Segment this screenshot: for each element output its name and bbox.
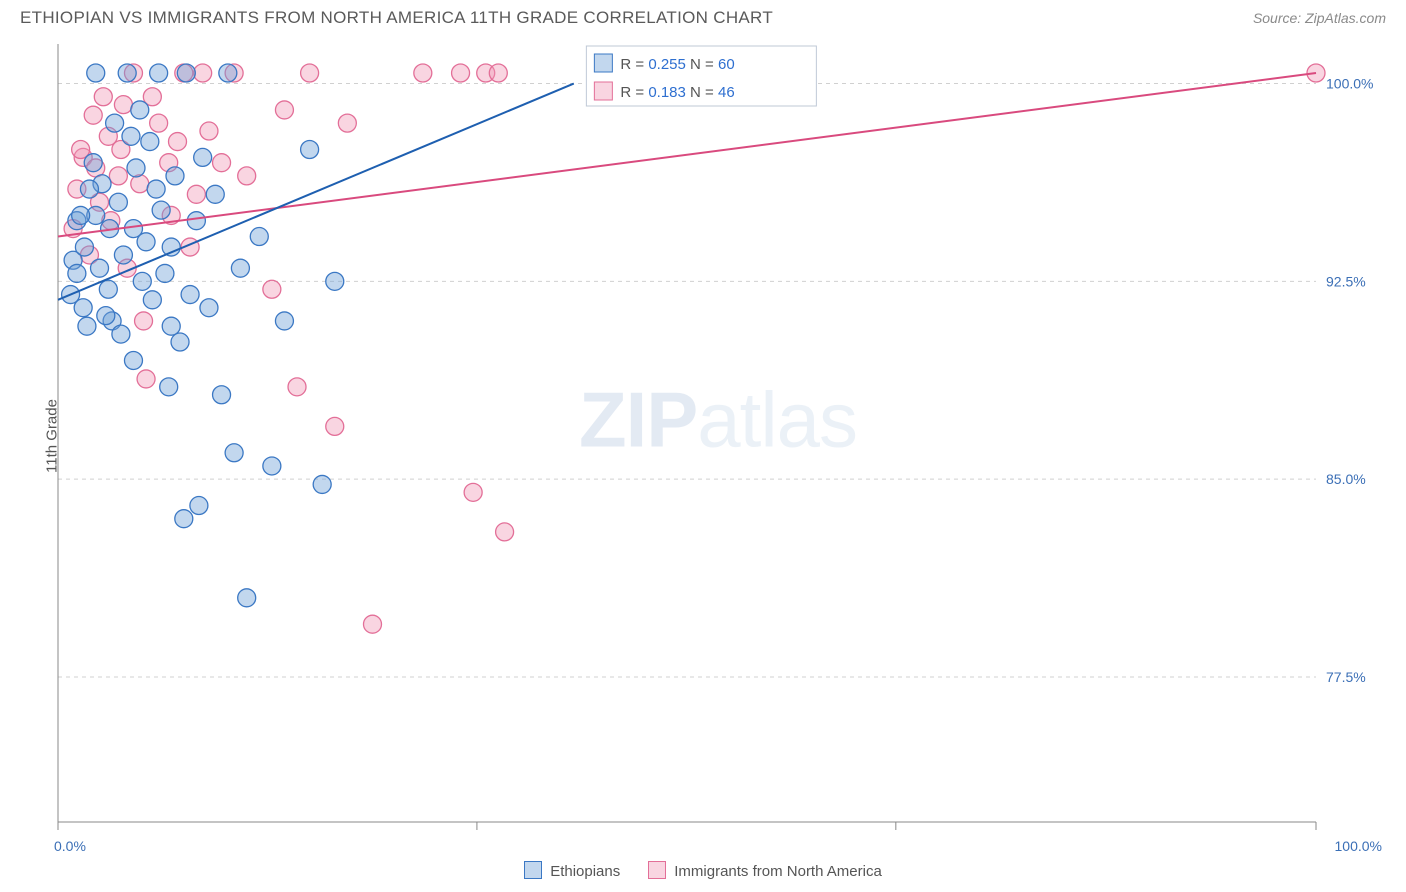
x-tick-max: 100.0% bbox=[1335, 838, 1382, 854]
y-axis-label: 11th Grade bbox=[43, 399, 60, 473]
svg-text:85.0%: 85.0% bbox=[1326, 471, 1366, 487]
legend-swatch-pink bbox=[648, 861, 666, 879]
scatter-chart: 77.5% 85.0% 92.5% 100.0% R = 0.255 N = 60 R =… bbox=[50, 40, 1386, 832]
chart-title: ETHIOPIAN VS IMMIGRANTS FROM NORTH AMERI… bbox=[20, 8, 773, 28]
svg-text:R = 0.255 N = 60: R = 0.255 N = 60 bbox=[620, 56, 734, 73]
chart-source: Source: ZipAtlas.com bbox=[1253, 10, 1386, 26]
chart-area: 11th Grade 77.5%85.0%92.5%100.0%R = 0.25… bbox=[50, 40, 1386, 832]
legend-item-immigrants: Immigrants from North America bbox=[648, 861, 882, 880]
bottom-legend: Ethiopians Immigrants from North America bbox=[0, 861, 1406, 880]
svg-text:77.5%: 77.5% bbox=[1326, 669, 1366, 685]
svg-text:R = 0.183 N = 46: R = 0.183 N = 46 bbox=[620, 84, 734, 101]
legend-swatch-blue bbox=[524, 861, 542, 879]
svg-text:92.5%: 92.5% bbox=[1326, 273, 1366, 289]
svg-text:100.0%: 100.0% bbox=[1326, 76, 1373, 92]
legend-item-ethiopians: Ethiopians bbox=[524, 861, 620, 880]
x-tick-min: 0.0% bbox=[54, 838, 86, 854]
